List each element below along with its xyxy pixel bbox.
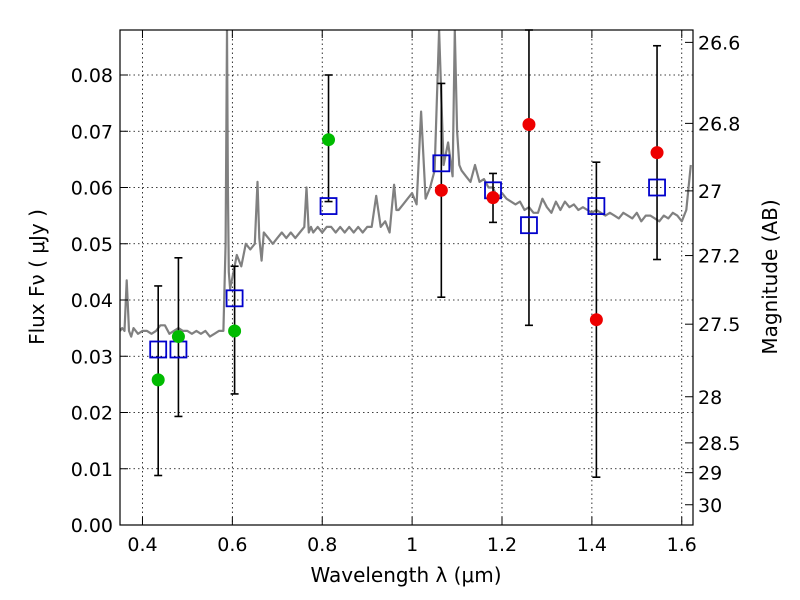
photometry-point-green	[151, 373, 165, 387]
model-photometry-square	[432, 154, 451, 173]
x-tick-label: 1.2	[487, 534, 517, 556]
y-axis-label: Flux Fν ( μJy )	[25, 209, 49, 345]
photometry-point-green	[171, 330, 185, 344]
model-photometry-square	[149, 340, 168, 359]
x-axis-label: Wavelength λ (μm)	[310, 563, 501, 587]
mag-tick-label: 26.8	[698, 113, 740, 135]
y-tick-label: 0.05	[71, 234, 113, 256]
mag-tick-label: 27.5	[698, 314, 740, 336]
right-y-axis-label: Magnitude (AB)	[758, 199, 782, 354]
y-tick-label: 0.01	[71, 459, 113, 481]
axis-ticks: 0.4 0.6 0.8 1 1.2 1.4 1.6 0.00 0.01 0.02 0.03 0.04 0…	[71, 30, 740, 556]
model-photometry-square	[587, 197, 606, 215]
x-tick-label: 1.6	[667, 534, 697, 556]
model-spectrum-line	[120, 30, 692, 338]
photometry-point-red	[434, 183, 448, 197]
mag-tick-label: 28	[698, 387, 722, 409]
photometry-point-red	[589, 313, 603, 327]
y-tick-label: 0.00	[71, 515, 113, 537]
y-tick-label: 0.06	[71, 178, 113, 200]
mag-tick-label: 26.6	[698, 32, 740, 54]
mag-tick-label: 27	[698, 181, 722, 203]
plot-frame	[119, 29, 694, 526]
x-tick-label: 0.8	[307, 534, 337, 556]
mag-tick-label: 27.2	[698, 246, 740, 268]
y-tick-label: 0.03	[71, 346, 113, 368]
model-photometry-square	[648, 178, 666, 197]
x-tick-label: 0.4	[127, 534, 157, 556]
grid-lines	[120, 30, 693, 526]
markers-layer	[149, 118, 666, 387]
model-spectrum-layer	[120, 30, 692, 338]
model-photometry-square	[520, 216, 538, 235]
y-tick-label: 0.04	[71, 290, 113, 312]
x-tick-label: 0.6	[217, 534, 247, 556]
mag-tick-label: 30	[698, 495, 722, 517]
x-tick-label: 1.4	[577, 534, 607, 556]
model-photometry-square	[225, 289, 244, 308]
y-tick-label: 0.08	[71, 65, 113, 87]
x-tick-label: 1	[406, 534, 418, 556]
y-tick-label: 0.07	[71, 121, 113, 143]
photometry-point-green	[322, 133, 336, 147]
photometry-point-red	[486, 191, 500, 205]
photometry-point-red	[650, 146, 664, 160]
model-photometry-square	[319, 197, 338, 215]
photometry-point-red	[522, 118, 536, 131]
mag-tick-label: 29	[698, 463, 722, 485]
photometry-point-green	[228, 324, 242, 338]
y-tick-label: 0.02	[71, 403, 113, 425]
mag-tick-label: 28.5	[698, 433, 740, 455]
